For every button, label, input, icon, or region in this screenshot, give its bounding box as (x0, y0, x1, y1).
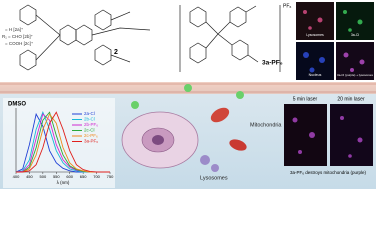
legend-label: 2b-PF₆ (84, 122, 98, 127)
legend-label: 2b-Cl (84, 117, 95, 122)
graphical-abstract: 2 3a-PF₆ PF₆ = H [2a]⁺ R₁ = CHO [2b]⁺ = … (0, 0, 376, 189)
x-tick-label: 500 (40, 174, 47, 179)
micrograph (296, 2, 334, 40)
micrograph-label: 3a-Cl (purple) + lysosomes (337, 73, 373, 77)
x-tick-label: 550 (53, 174, 60, 179)
chart-title: DMSO (8, 102, 26, 108)
micrograph-label: 3a-Cl (351, 33, 360, 37)
legend-label: 2c-Cl (84, 128, 95, 133)
micrograph-label: Nucleus (309, 73, 322, 77)
micrograph-grid (296, 2, 374, 80)
page: {"structures": {"compound_2": "2", "comp… (0, 0, 376, 189)
micrograph-spots (292, 116, 363, 158)
cell-label: Mitochondria (250, 122, 282, 128)
laser-label: 5 min laser (293, 96, 318, 102)
caption: 3a-PF₆ destroys mitochondria (purple) (290, 170, 367, 175)
structure-3a (179, 5, 281, 72)
x-tick-label: 450 (26, 174, 33, 179)
x-tick-label: 400 (13, 174, 20, 179)
spectrum-line (16, 111, 110, 173)
cell (121, 84, 247, 172)
substituent: = H [2a]⁺ (5, 27, 24, 32)
compound-label: 3a-PF₆ (262, 60, 283, 67)
compound-label: 2 (114, 49, 118, 56)
micrograph (296, 42, 334, 80)
x-tick-label: 700 (93, 174, 100, 179)
legend-label: 2a-Cl (84, 111, 95, 116)
micrograph (336, 42, 374, 80)
micrograph-label: Lysosomes (306, 33, 324, 37)
x-tick-label: 600 (66, 174, 73, 179)
micrograph (336, 2, 374, 40)
laser-label: 20 min laser (337, 96, 365, 102)
substituent: R₁ = CHO [2b]⁺ (2, 34, 34, 39)
micrograph (284, 104, 327, 166)
legend-label: 2c-PF₆ (84, 133, 98, 138)
counterion: PF₆ (283, 3, 291, 9)
substituent: = COOH [2c]⁺ (5, 41, 34, 46)
x-tick-label: 650 (80, 174, 87, 179)
cell-label: Lysosomes (200, 175, 228, 181)
legend-label: 3a-PF₆ (84, 139, 98, 144)
x-axis-label: λ (nm) (57, 180, 70, 185)
x-tick-label: 750 (107, 174, 114, 179)
structure-2 (19, 4, 151, 71)
